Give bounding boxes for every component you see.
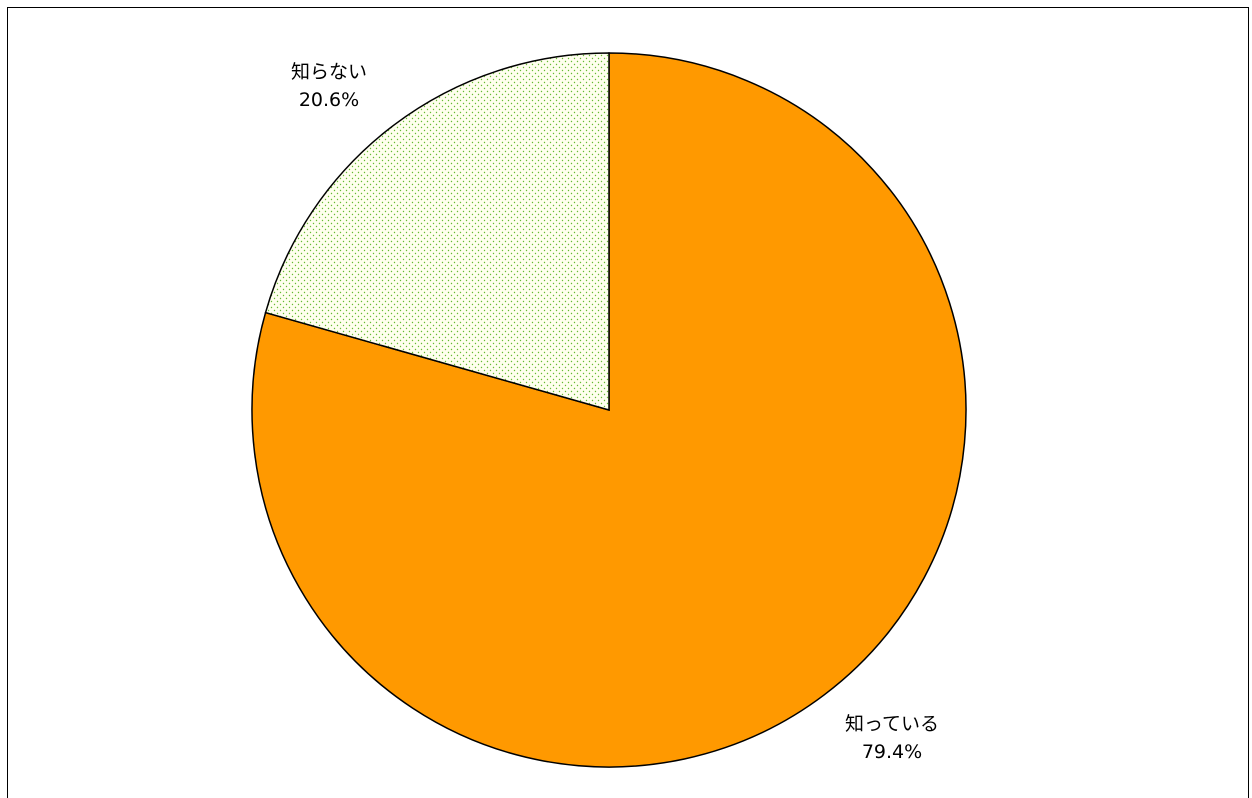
slices-layer (251, 52, 967, 768)
labels-layer: 知らない 20.6% 知っている 79.4% (291, 61, 939, 763)
slice-label-name-shiranai: 知らない (291, 61, 367, 83)
slice-label-value-shitteiru: 79.4% (862, 741, 922, 763)
slice-label-name-shitteiru: 知っている (845, 713, 939, 735)
slice-label-value-shiranai: 20.6% (299, 89, 359, 111)
chart-frame (7, 7, 1249, 798)
pie-slice-shiranai (264, 52, 610, 411)
